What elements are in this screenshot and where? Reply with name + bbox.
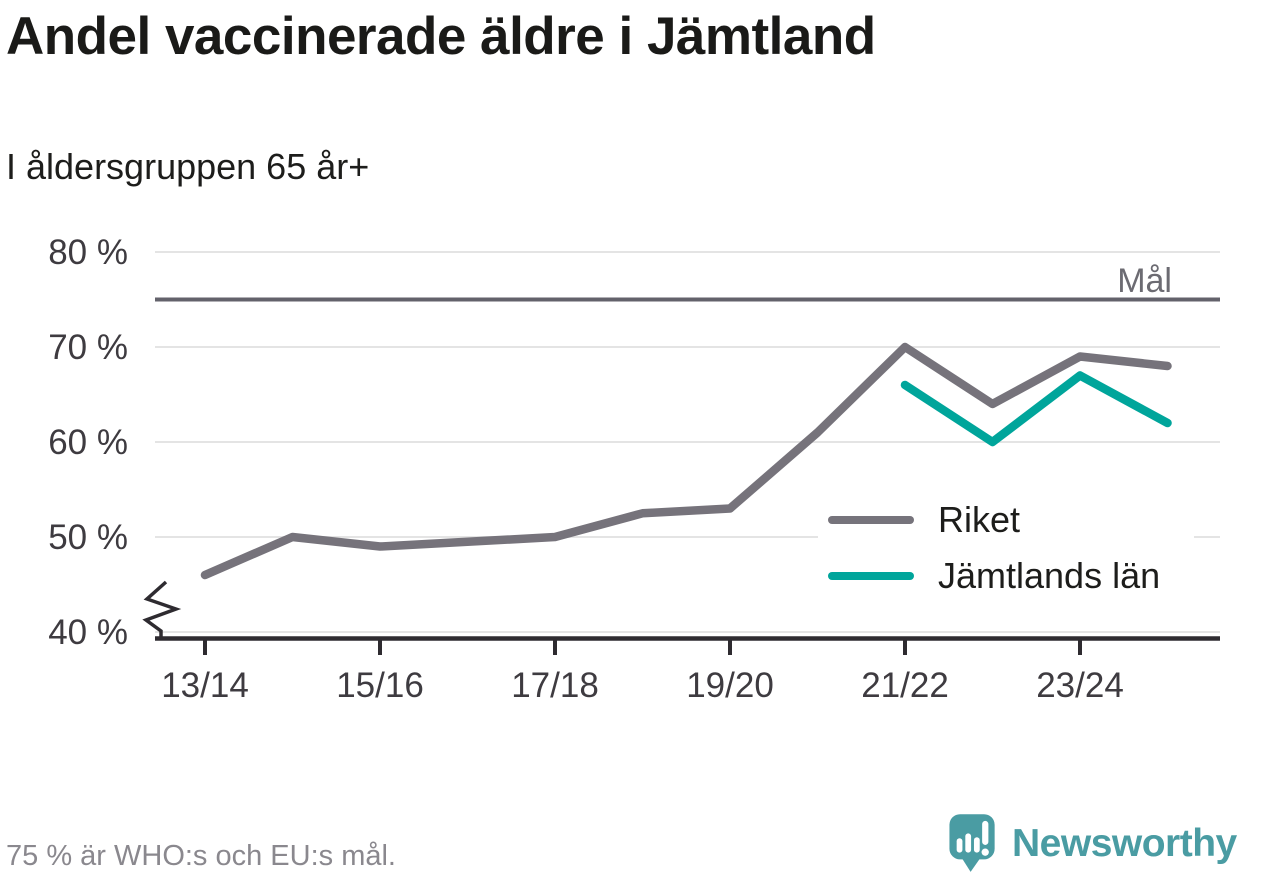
legend-swatch-riket: [828, 516, 914, 524]
x-tick-label: 17/18: [511, 666, 599, 705]
page-subtitle: I åldersgruppen 65 år+: [6, 146, 370, 187]
newsworthy-logo-icon: [949, 814, 995, 872]
y-tick-label: 40 %: [48, 613, 128, 652]
x-tick-label: 23/24: [1036, 666, 1124, 705]
legend-swatch-jamtlands-lan: [828, 572, 914, 580]
y-tick-label: 70 %: [48, 328, 128, 367]
legend-item-jamtlands-lan: Jämtlands län: [828, 554, 1194, 598]
brand-logo: Newsworthy: [948, 812, 1237, 876]
footnote: 75 % är WHO:s och EU:s mål.: [6, 840, 396, 872]
legend: Riket Jämtlands län: [818, 490, 1194, 608]
page-title: Andel vaccinerade äldre i Jämtland: [6, 7, 876, 66]
legend-label-riket: Riket: [938, 499, 1021, 540]
x-tick-label: 19/20: [686, 666, 774, 705]
y-tick-label: 50 %: [48, 518, 128, 557]
y-tick-label: 60 %: [48, 423, 128, 462]
x-tick-label: 15/16: [336, 666, 424, 705]
legend-label-jamtlands-lan: Jämtlands län: [938, 555, 1161, 596]
brand-name: Newsworthy: [1012, 822, 1237, 865]
series-line-riket: [200, 342, 1172, 580]
x-tick-label: 13/14: [161, 666, 249, 705]
x-tick-label: 21/22: [861, 666, 949, 705]
y-tick-label: 80 %: [48, 233, 128, 272]
series-line-jamtlands-lan: [900, 371, 1172, 447]
y-axis-break-icon: [142, 580, 182, 640]
goal-line-label: Mål: [1117, 262, 1172, 300]
legend-item-riket: Riket: [828, 498, 1194, 542]
